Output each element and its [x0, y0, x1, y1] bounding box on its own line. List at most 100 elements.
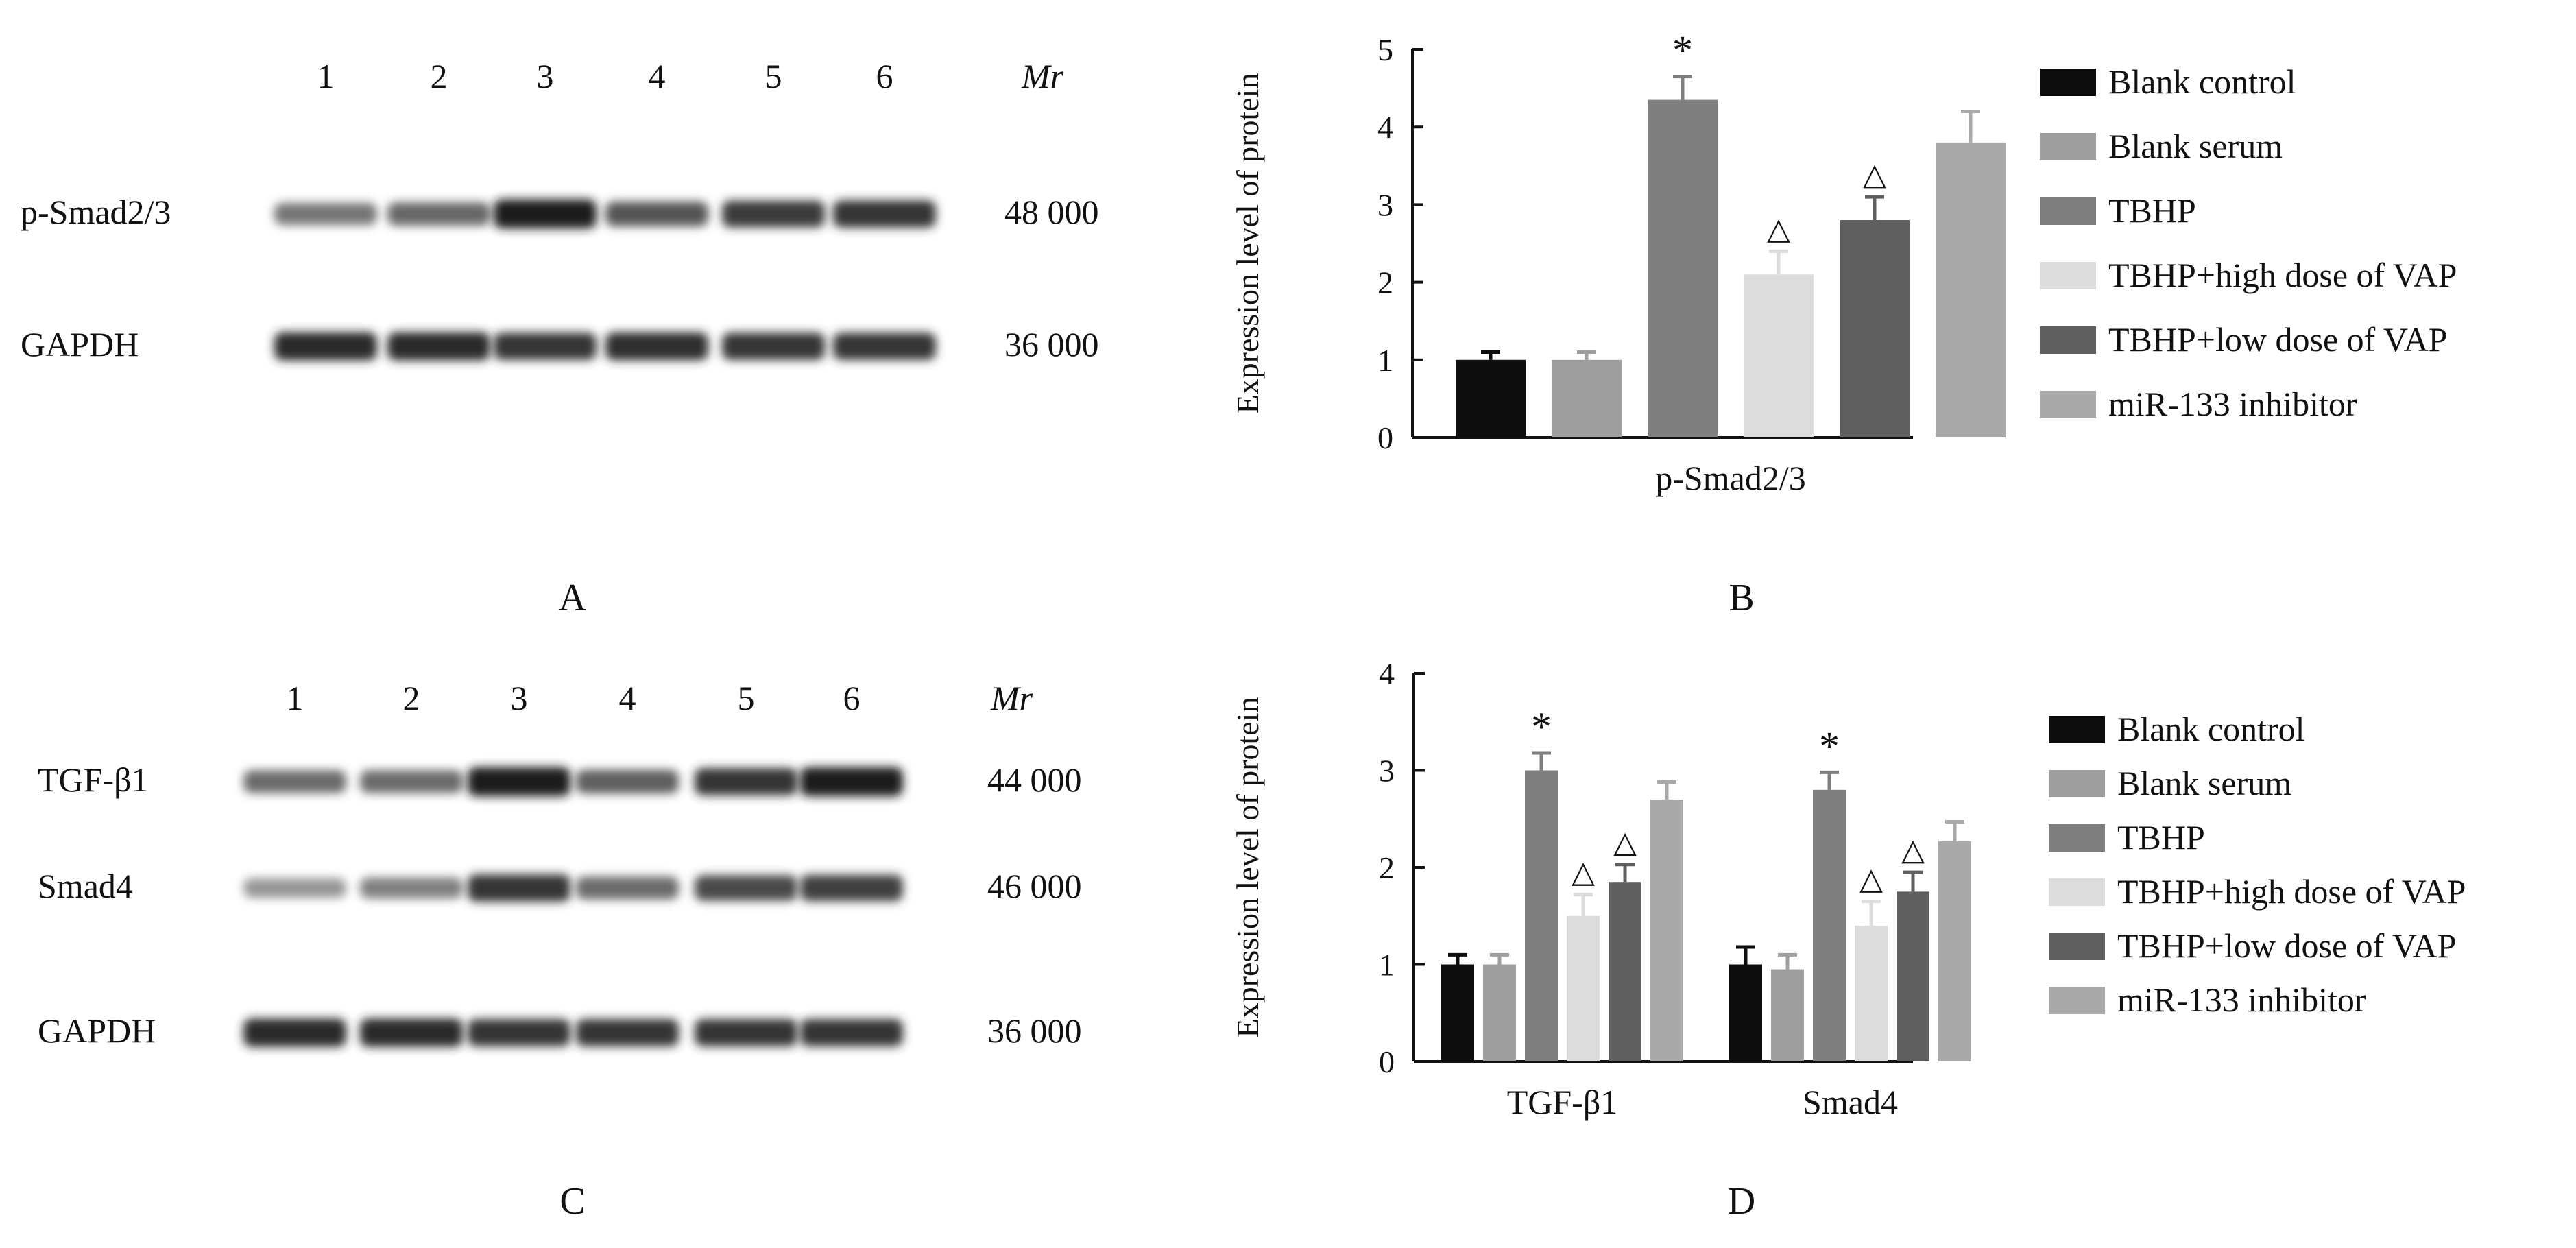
blot-band: [722, 200, 825, 228]
blot-band: [387, 202, 490, 226]
significance-mark: *: [1819, 723, 1840, 769]
legend-swatch: [2049, 878, 2105, 906]
bar: [1648, 99, 1718, 437]
blot-band: [695, 875, 797, 901]
lane-number: 5: [765, 57, 782, 95]
blot-band: [468, 1018, 570, 1047]
lane-number: 3: [537, 57, 554, 95]
y-tick-label: 4: [1377, 110, 1393, 145]
legend-swatch: [2049, 824, 2105, 852]
blot-band: [605, 332, 708, 361]
band-label: TGF-β1: [38, 760, 149, 799]
chart-panel-b: 0 1 2 3 4 5 Expression level of protein * △ △ p-Sm…: [1207, 0, 2576, 631]
bar: [1897, 891, 1929, 1061]
lane-number: 2: [431, 57, 448, 95]
blot-band: [387, 332, 490, 361]
lane-number: 6: [876, 57, 893, 95]
blot-band: [468, 874, 570, 902]
significance-mark: *: [1672, 28, 1693, 73]
y-tick-label: 0: [1377, 420, 1393, 455]
legend-label: Blank serum: [2117, 764, 2291, 802]
panel-letter-a: A: [558, 577, 587, 619]
band-label: p-Smad2/3: [21, 193, 171, 231]
blot-band: [800, 767, 903, 797]
significance-mark: △: [1767, 212, 1790, 245]
legend-label: TBHP+high dose of VAP: [2117, 872, 2466, 911]
lane-number: 2: [403, 679, 420, 717]
legend-swatch: [2049, 716, 2105, 743]
legend-label: TBHP+high dose of VAP: [2108, 256, 2457, 294]
legend-swatch: [2040, 326, 2096, 354]
bar: [1525, 770, 1558, 1061]
blot-band: [360, 770, 463, 793]
blot-band: [833, 200, 936, 228]
band-label: GAPDH: [38, 1011, 156, 1050]
significance-mark: △: [1572, 856, 1595, 889]
blot-a-svg: 1 2 3 4 5 6 Mr p-Smad2/3 48 000 GAPDH 36 000: [21, 57, 1099, 363]
bar: [1840, 220, 1910, 437]
blot-band: [468, 767, 570, 797]
legend-label: TBHP: [2117, 818, 2205, 856]
bar: [1855, 925, 1888, 1061]
mr-value: 36 000: [987, 1011, 1082, 1050]
lane-number: 1: [317, 57, 335, 95]
blot-band: [243, 878, 346, 898]
bar: [1813, 789, 1846, 1061]
band-label: GAPDH: [21, 325, 139, 363]
bar: [1441, 964, 1474, 1061]
y-tick-label: 4: [1379, 656, 1395, 691]
bar: [1771, 969, 1804, 1061]
y-axis-label: Expression level of protein: [1230, 73, 1265, 414]
y-tick-label: 1: [1377, 343, 1393, 378]
significance-mark: △: [1613, 826, 1637, 859]
panel-letter-c: C: [559, 1180, 586, 1223]
mr-value: 44 000: [987, 760, 1082, 799]
lane-number: 5: [738, 679, 755, 717]
bar: [1729, 964, 1762, 1061]
lane-number: 4: [619, 679, 636, 717]
blot-band: [494, 199, 597, 229]
blot-band: [576, 876, 679, 900]
mr-value: 36 000: [1004, 325, 1099, 363]
legend-swatch: [2049, 987, 2105, 1014]
chart-b-svg: 0 1 2 3 4 5 Expression level of protein * △ △ p-Sm…: [1230, 28, 2457, 497]
blot-band: [800, 874, 903, 902]
significance-mark: △: [1901, 833, 1925, 867]
significance-mark: *: [1531, 704, 1552, 749]
legend-label: TBHP+low dose of VAP: [2108, 320, 2447, 359]
y-tick-label: 0: [1379, 1044, 1395, 1079]
y-tick-label: 2: [1379, 850, 1395, 885]
bar: [1609, 882, 1641, 1061]
blot-band: [243, 1018, 346, 1047]
blot-panel-c: 1 2 3 4 5 6 Mr TGF-β1 44 000 Smad4 46 000 GAPDH 36 0…: [0, 631, 1166, 1248]
blot-panel-a: 1 2 3 4 5 6 Mr p-Smad2/3 48 000 GAPDH 36 000 A: [0, 0, 1166, 619]
band-label: Smad4: [38, 867, 133, 905]
blot-band: [576, 1018, 679, 1047]
y-axis-label: Expression level of protein: [1230, 697, 1265, 1038]
y-tick-label: 2: [1377, 265, 1393, 300]
legend-swatch: [2049, 933, 2105, 960]
bar: [1567, 915, 1600, 1061]
mr-value: 46 000: [987, 867, 1082, 905]
blot-band: [695, 1018, 797, 1047]
blot-band: [605, 201, 708, 227]
mr-label: Mr: [990, 679, 1033, 717]
blot-band: [722, 332, 825, 361]
mr-value: 48 000: [1004, 193, 1099, 231]
chart-d-svg: 0 1 2 3 4 Expression level of protein * △ △ TGF-β…: [1230, 656, 2466, 1121]
blot-band: [576, 769, 679, 794]
legend-swatch: [2040, 262, 2096, 289]
bar: [1744, 274, 1814, 437]
category-label: TGF-β1: [1507, 1083, 1618, 1121]
lane-number: 4: [649, 57, 666, 95]
lane-number: 1: [287, 679, 304, 717]
legend-label: Blank control: [2117, 710, 2305, 748]
y-tick-label: 3: [1379, 754, 1395, 789]
category-label: Smad4: [1803, 1083, 1898, 1121]
legend-label: miR-133 inhibitor: [2117, 981, 2366, 1019]
y-tick-label: 1: [1379, 948, 1395, 983]
y-tick-label: 3: [1377, 187, 1393, 222]
panel-letter-d: D: [1727, 1180, 1756, 1223]
bar: [1483, 964, 1516, 1061]
significance-mark: △: [1859, 863, 1883, 896]
